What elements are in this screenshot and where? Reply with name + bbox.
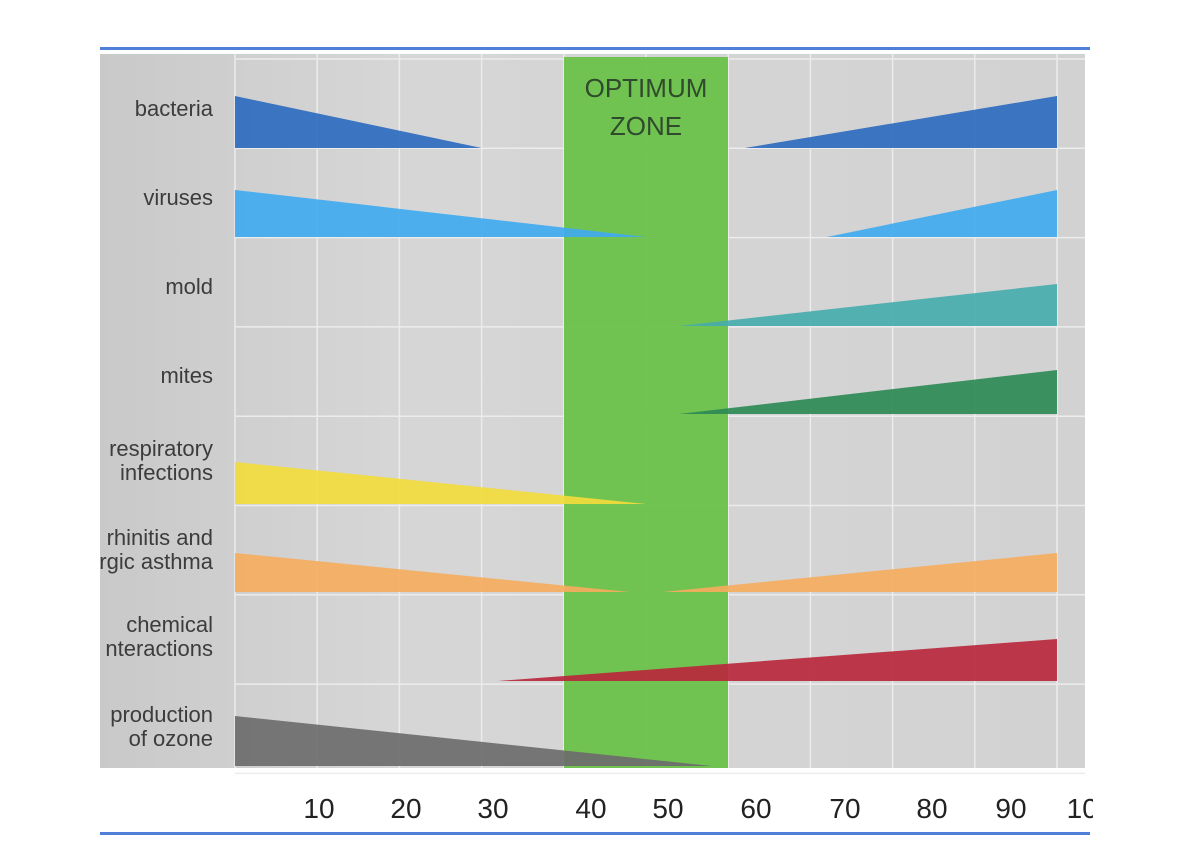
wedge-right-mold — [678, 284, 1057, 326]
row-label: infections — [120, 460, 213, 485]
row-label: rgic asthma — [99, 549, 213, 574]
row-label: production — [110, 702, 213, 727]
wedge-right-viruses — [826, 190, 1057, 237]
x-tick-label: 100 — [1067, 793, 1114, 824]
row-label: nteractions — [105, 636, 213, 661]
bottom-border-line — [100, 832, 1090, 835]
row-label: bacteria — [135, 96, 214, 121]
x-tick-label: 50 — [652, 793, 683, 824]
wedge-right-rhinitis-and-allergic-asthma — [662, 553, 1057, 592]
optimum-zone-label: ZONE — [610, 111, 682, 141]
top-border-line — [100, 47, 1090, 50]
row-label: rhinitis and — [107, 525, 213, 550]
row-label: viruses — [143, 185, 213, 210]
row-label: respiratory — [109, 436, 213, 461]
wedge-left-respiratory-infections — [235, 462, 646, 504]
row-label: mold — [165, 274, 213, 299]
row-label: mites — [160, 363, 213, 388]
wedge-left-viruses — [235, 190, 646, 237]
wedge-left-bacteria — [235, 96, 482, 148]
wedge-left-production-of-ozone — [235, 716, 712, 766]
x-tick-label: 60 — [740, 793, 771, 824]
x-tick-label: 30 — [477, 793, 508, 824]
x-tick-label: 10 — [303, 793, 334, 824]
x-tick-label: 20 — [390, 793, 421, 824]
row-label: chemical — [126, 612, 213, 637]
x-tick-label: 40 — [575, 793, 606, 824]
row-label: of ozone — [129, 726, 213, 751]
x-tick-label: 80 — [916, 793, 947, 824]
x-tick-label: 90 — [995, 793, 1026, 824]
wedge-right-mites — [678, 370, 1057, 414]
wedge-left-rhinitis-and-allergic-asthma — [235, 553, 630, 592]
x-tick-label: 70 — [829, 793, 860, 824]
wedge-right-bacteria — [744, 96, 1057, 148]
optimum-zone-label: OPTIMUM — [585, 73, 708, 103]
wedge-right-chemical-interactions — [498, 639, 1057, 681]
